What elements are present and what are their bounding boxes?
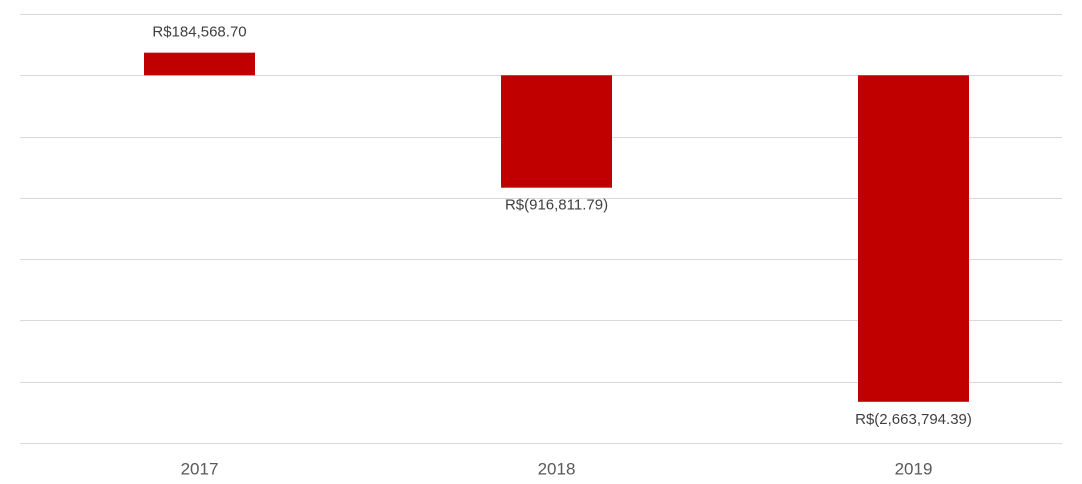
bar: [858, 75, 969, 402]
data-label: R$(2,663,794.39): [855, 411, 972, 428]
x-tick-label: 2018: [538, 459, 576, 478]
bar: [144, 52, 255, 76]
bar: [501, 75, 612, 188]
x-tick-label: 2019: [895, 459, 933, 478]
data-label: R$184,568.70: [152, 24, 246, 41]
data-label: R$(916,811.79): [505, 197, 608, 214]
x-tick-label: 2017: [181, 459, 219, 478]
